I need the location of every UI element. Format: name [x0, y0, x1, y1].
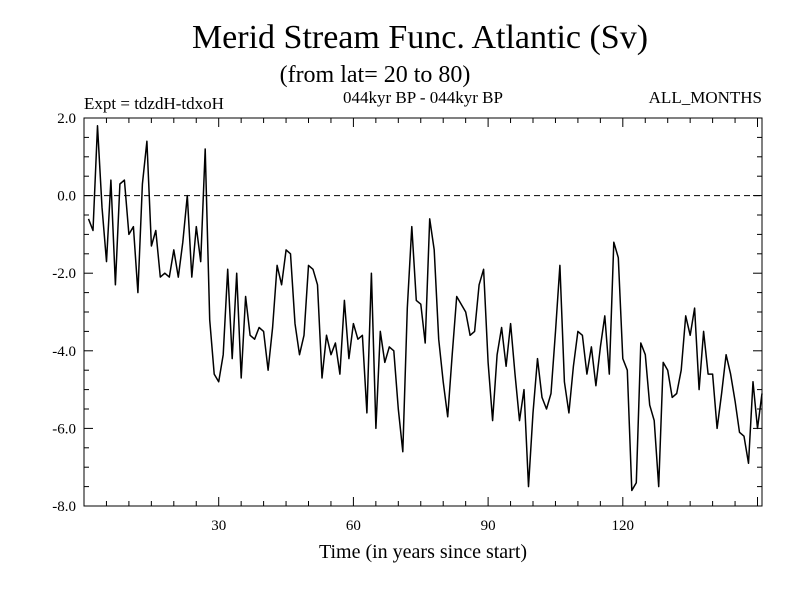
y-tick-label: -4.0 — [52, 344, 76, 360]
x-tick-label: 120 — [612, 518, 635, 534]
x-tick-label: 30 — [211, 518, 226, 534]
y-tick-label: 0.0 — [57, 189, 76, 205]
chart-title: Merid Stream Func. Atlantic (Sv) — [192, 19, 648, 56]
data-series-line — [87, 125, 763, 492]
x-tick-labels: 30 60 90 120 — [211, 518, 634, 534]
y-tick-label: -8.0 — [52, 499, 76, 515]
y-tick-label: 2.0 — [57, 111, 76, 127]
tick-marks — [84, 117, 762, 507]
y-tick-labels: 2.0 0.0 -2.0 -4.0 -6.0 -8.0 — [52, 111, 76, 515]
x-axis-label: Time (in years since start) — [319, 541, 527, 563]
x-tick-label: 60 — [346, 518, 361, 534]
chart-subtitle: (from lat= 20 to 80) — [280, 62, 471, 88]
x-tick-label: 90 — [481, 518, 496, 534]
months-label: ALL_MONTHS — [649, 88, 762, 107]
y-tick-label: -2.0 — [52, 266, 76, 282]
y-tick-label: -6.0 — [52, 421, 76, 437]
period-label: 044kyr BP - 044kyr BP — [343, 88, 503, 107]
experiment-label: Expt = tdzdH-tdxoH — [84, 94, 224, 113]
